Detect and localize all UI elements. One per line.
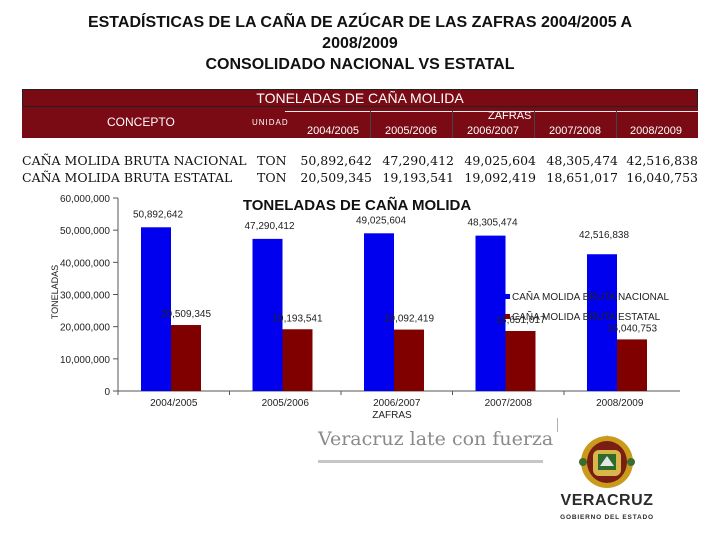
legend-label: CAÑA MOLIDA BRUTA ESTATAL bbox=[512, 310, 661, 323]
value-cell: 48,305,474 bbox=[546, 153, 618, 168]
title-line-2: 2008/2009 bbox=[322, 35, 398, 52]
value-cell: 50,892,642 bbox=[300, 153, 372, 168]
table-banner: TONELADAS DE CAÑA MOLIDA bbox=[22, 89, 698, 107]
slogan-underline bbox=[318, 460, 543, 463]
concepto-header: CONCEPTO bbox=[107, 115, 175, 129]
table-row: CAÑA MOLIDA BRUTA NACIONAL TON 50,892,64… bbox=[22, 153, 698, 170]
legend-swatch bbox=[505, 294, 510, 299]
bar-estatal bbox=[171, 325, 201, 391]
value-cell: 49,025,604 bbox=[464, 153, 536, 168]
y-tick-label: 20,000,000 bbox=[60, 323, 110, 334]
bar-estatal bbox=[617, 339, 647, 391]
title-line-1: ESTADÍSTICAS DE LA CAÑA DE AZÚCAR DE LAS… bbox=[87, 14, 633, 31]
bar-nacional bbox=[587, 254, 617, 391]
concepto-cell: CAÑA MOLIDA BRUTA ESTATAL bbox=[22, 170, 233, 185]
bar-nacional bbox=[141, 227, 171, 391]
y-tick-label: 60,000,000 bbox=[60, 194, 110, 205]
year-header-4: 2007/2008 bbox=[549, 125, 601, 137]
bar-estatal bbox=[394, 329, 424, 391]
zafras-header: ZAFRAS bbox=[488, 110, 532, 122]
data-label-estatal: 16,040,753 bbox=[607, 323, 657, 334]
x-axis-label: ZAFRAS bbox=[372, 410, 412, 421]
y-tick-label: 30,000,000 bbox=[60, 291, 110, 302]
bar-estatal bbox=[505, 331, 536, 391]
x-tick-label: 2007/2008 bbox=[485, 398, 533, 409]
x-tick-label: 2005/2006 bbox=[262, 398, 310, 409]
bar-nacional bbox=[252, 238, 283, 391]
year-header-3: 2006/2007 bbox=[467, 125, 519, 137]
value-cell: 47,290,412 bbox=[382, 153, 454, 168]
bar-nacional bbox=[475, 235, 506, 391]
table-header: CONCEPTO UNIDAD ZAFRAS 2004/2005 2005/20… bbox=[22, 107, 698, 138]
logo-subtitle: GOBIERNO DEL ESTADO bbox=[560, 514, 654, 521]
coat-of-arms-icon bbox=[579, 435, 635, 488]
value-cell: 16,040,753 bbox=[626, 170, 698, 185]
year-header-5: 2008/2009 bbox=[630, 125, 682, 137]
unidad-header: UNIDAD bbox=[252, 118, 289, 127]
year-header-2: 2005/2006 bbox=[385, 125, 437, 137]
x-tick-label: 2004/2005 bbox=[150, 398, 198, 409]
data-label-nacional: 49,025,604 bbox=[356, 215, 406, 226]
y-tick-label: 40,000,000 bbox=[60, 258, 110, 269]
value-cell: 19,092,419 bbox=[464, 170, 536, 185]
data-label-estatal: 19,092,419 bbox=[384, 314, 434, 325]
value-cell: 42,516,838 bbox=[626, 153, 698, 168]
veracruz-logo bbox=[553, 432, 661, 536]
x-tick-label: 2006/2007 bbox=[373, 398, 421, 409]
table-row: CAÑA MOLIDA BRUTA ESTATAL TON 20,509,345… bbox=[22, 170, 698, 187]
unidad-cell: TON bbox=[257, 153, 287, 168]
data-label-estatal: 18,651,017 bbox=[495, 315, 545, 326]
data-label-nacional: 50,892,642 bbox=[133, 209, 183, 220]
data-label-nacional: 47,290,412 bbox=[244, 221, 294, 232]
slide-title: ESTADÍSTICAS DE LA CAÑA DE AZÚCAR DE LAS… bbox=[20, 12, 700, 75]
legend-label: CAÑA MOLIDA BRUTA NACIONAL bbox=[512, 290, 670, 303]
concepto-cell: CAÑA MOLIDA BRUTA NACIONAL bbox=[22, 153, 247, 168]
y-tick-label: 50,000,000 bbox=[60, 226, 110, 237]
bar-nacional bbox=[364, 233, 394, 391]
value-cell: 19,193,541 bbox=[382, 170, 454, 185]
unidad-cell: TON bbox=[257, 170, 287, 185]
legend-swatch bbox=[505, 314, 510, 319]
data-label-estatal: 19,193,541 bbox=[272, 313, 322, 324]
y-tick-label: 10,000,000 bbox=[60, 355, 110, 366]
y-axis-label: TONELADAS bbox=[50, 265, 60, 319]
chart-title: TONELADAS DE CAÑA MOLIDA bbox=[243, 196, 472, 214]
data-label-nacional: 48,305,474 bbox=[467, 218, 517, 229]
value-cell: 18,651,017 bbox=[546, 170, 618, 185]
x-tick-label: 2008/2009 bbox=[596, 398, 644, 409]
data-label-nacional: 42,516,838 bbox=[579, 230, 629, 241]
title-line-3: CONSOLIDADO NACIONAL VS ESTATAL bbox=[205, 56, 515, 73]
data-label-estatal: 20,509,345 bbox=[161, 309, 211, 320]
logo-name: VERACRUZ bbox=[560, 492, 654, 509]
value-cell: 20,509,345 bbox=[300, 170, 372, 185]
year-header-1: 2004/2005 bbox=[307, 125, 359, 137]
y-tick-label: 0 bbox=[104, 387, 110, 398]
slogan-text: Veracruz late con fuerza bbox=[318, 428, 554, 450]
bar-estatal bbox=[282, 329, 313, 391]
